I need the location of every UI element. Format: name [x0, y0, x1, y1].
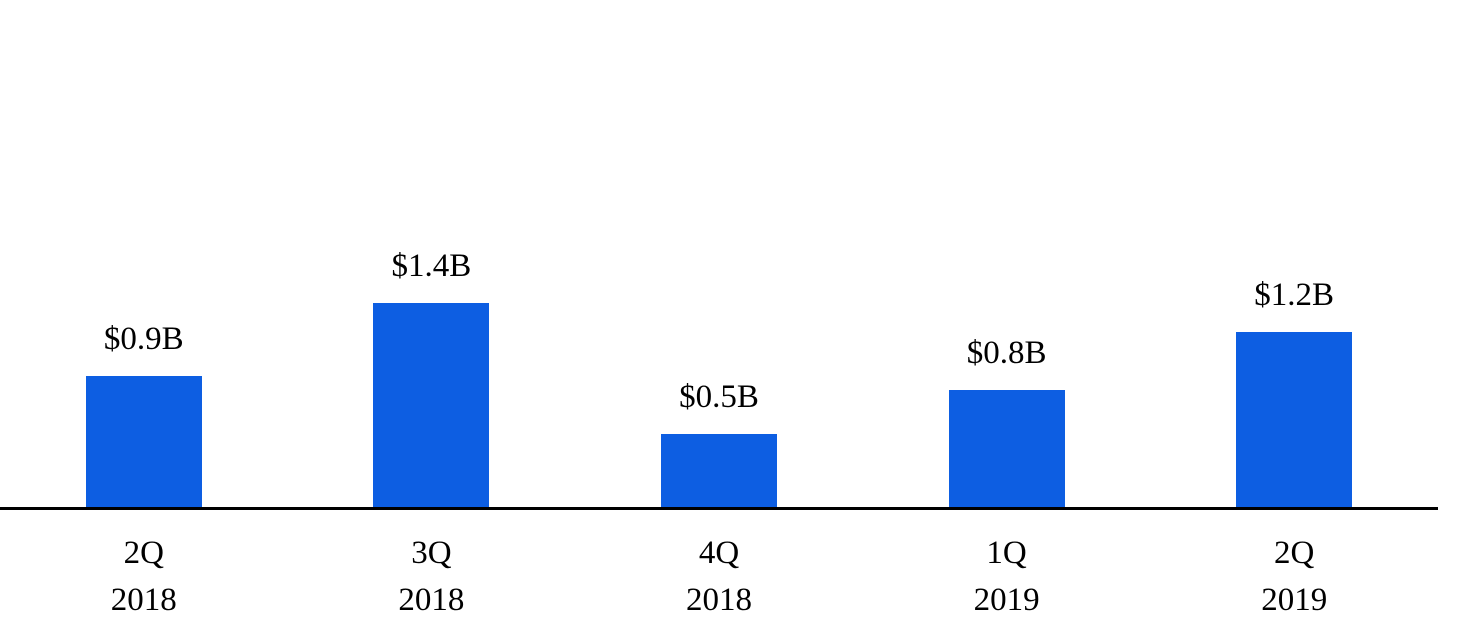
bar-value-label: $0.8B — [966, 335, 1047, 371]
bar-value-label: $1.4B — [391, 248, 472, 284]
x-axis-tick-label: 2Q 2019 — [1184, 530, 1404, 624]
tick-label-year: 2018 — [398, 582, 465, 618]
bar-2q-2018 — [85, 376, 202, 507]
tick-label-quarter: 2Q — [123, 535, 164, 571]
tick-label-year: 2018 — [110, 582, 177, 618]
bar-1q-2019 — [948, 390, 1065, 507]
tick-label-year: 2019 — [1261, 582, 1328, 618]
bar-value-label: $0.5B — [679, 379, 759, 415]
bar-3q-2018 — [373, 303, 490, 507]
tick-label-year: 2018 — [686, 582, 752, 618]
x-axis-tick-label: 2Q 2018 — [34, 530, 254, 624]
tick-label-quarter: 3Q — [411, 535, 452, 571]
x-axis-tick-label: 1Q 2019 — [897, 530, 1117, 624]
bar-4q-2018 — [661, 434, 777, 507]
tick-label-quarter: 4Q — [698, 535, 740, 571]
bar-2q-2019 — [1236, 332, 1353, 507]
bar-value-label: $0.9B — [103, 321, 184, 357]
tick-label-quarter: 1Q — [986, 535, 1027, 571]
x-axis-tick-label: 4Q 2018 — [609, 530, 829, 624]
tick-label-year: 2019 — [973, 582, 1040, 618]
x-axis-line — [0, 507, 1438, 510]
tick-label-quarter: 2Q — [1274, 535, 1315, 571]
bar-value-label: $1.2B — [1254, 277, 1335, 313]
x-axis-tick-label: 3Q 2018 — [321, 530, 541, 624]
